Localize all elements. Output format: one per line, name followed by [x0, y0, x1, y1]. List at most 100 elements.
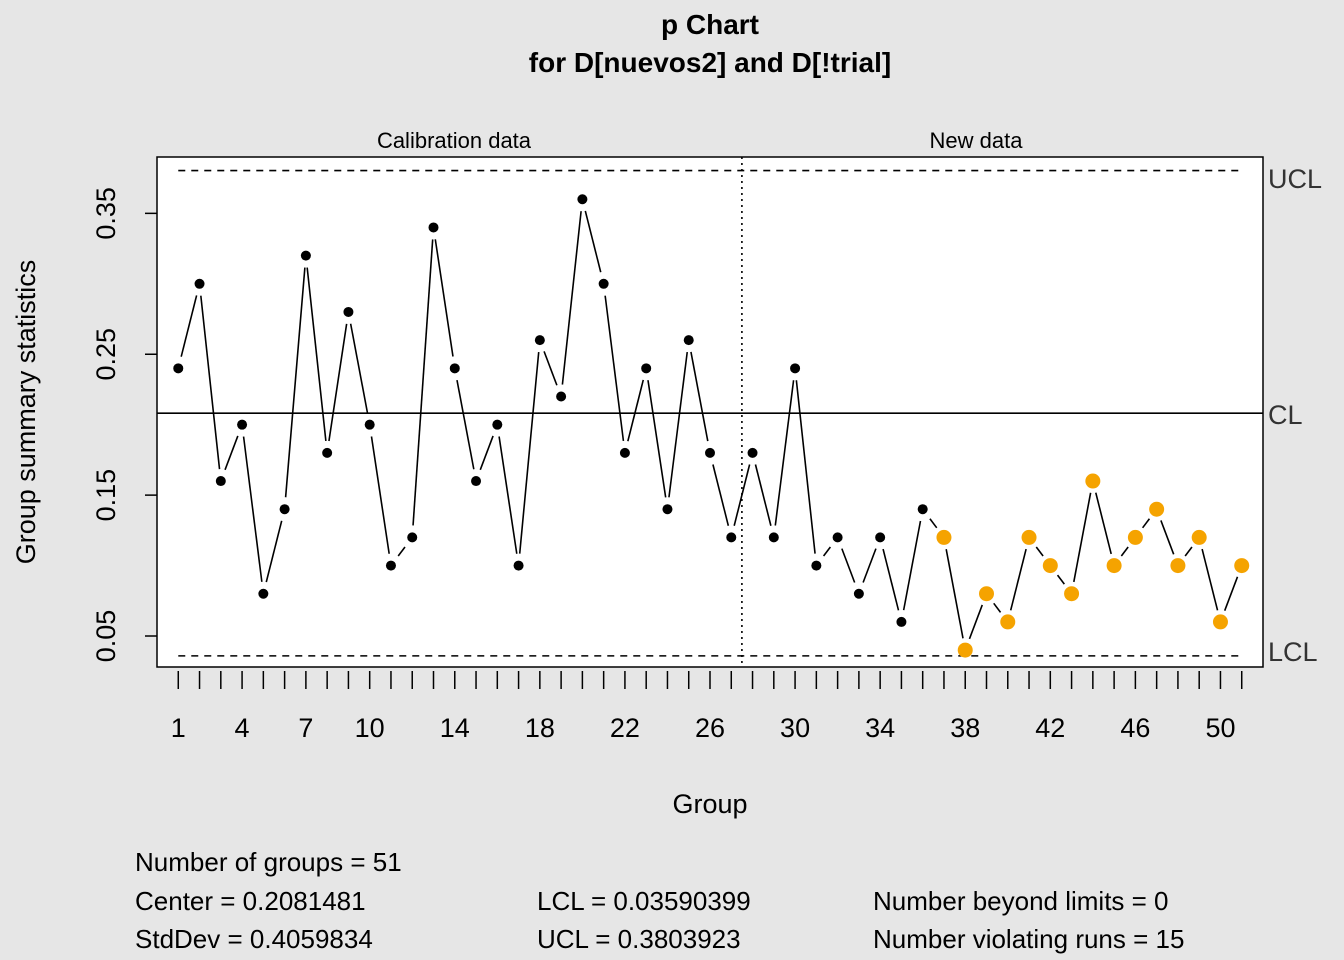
violating-point: [1234, 558, 1250, 574]
series-segment: [929, 518, 938, 529]
stat-violating-runs: Number violating runs = 15: [873, 924, 1184, 954]
data-point: [534, 335, 545, 346]
plot-area: [156, 156, 1264, 668]
new-data-label: New data: [930, 128, 1024, 153]
series-segment: [1035, 546, 1044, 557]
y-tick-label: 0.25: [91, 328, 121, 381]
series-segment: [180, 295, 198, 357]
data-point: [619, 447, 630, 458]
chart-subtitle: for D[nuevos2] and D[!trial]: [529, 47, 891, 78]
data-point: [683, 335, 694, 346]
series-segment: [993, 602, 1002, 613]
series-segment: [224, 435, 239, 471]
x-tick-label: 4: [235, 713, 250, 743]
x-tick-label: 10: [355, 713, 385, 743]
series-segment: [627, 379, 645, 442]
stat-lcl: LCL = 0.03590399: [537, 886, 751, 916]
x-tick-label: 18: [525, 713, 555, 743]
data-point: [471, 476, 482, 487]
data-point: [556, 391, 567, 402]
data-point: [832, 532, 843, 543]
violating-point: [1127, 529, 1143, 545]
series-segment: [1141, 518, 1151, 529]
violating-point: [936, 529, 952, 545]
data-point: [237, 419, 248, 430]
ucl-label: UCL: [1268, 164, 1322, 194]
series-segment: [1009, 548, 1027, 611]
series-segment: [647, 380, 667, 498]
series-segment: [902, 520, 922, 611]
chart-title: p Chart: [661, 9, 759, 40]
stat-stddev: StdDev = 0.4059834: [135, 924, 373, 954]
data-point: [726, 532, 737, 543]
series-segment: [1223, 576, 1239, 611]
data-point: [385, 560, 396, 571]
x-tick-label: 50: [1205, 713, 1235, 743]
series-segment: [306, 267, 327, 442]
data-point: [173, 363, 184, 374]
x-tick-label: 14: [440, 713, 470, 743]
stat-beyond-limits: Number beyond limits = 0: [873, 886, 1169, 916]
series-segment: [370, 436, 390, 554]
series-segment: [284, 267, 306, 498]
series-segment: [968, 604, 984, 640]
violating-point: [1170, 558, 1186, 574]
data-point: [917, 504, 928, 515]
series-segment: [774, 380, 795, 526]
cl-label: CL: [1268, 400, 1303, 430]
data-point: [662, 504, 673, 515]
x-axis: 1 4 7 10 14 18 22 26 30 34 38 42 46 50: [171, 671, 1243, 743]
series-segment: [518, 352, 540, 554]
series-segment: [1184, 546, 1193, 557]
series-segment: [479, 435, 494, 471]
series-segment: [690, 351, 709, 442]
stat-number-of-groups: Number of groups = 51: [135, 847, 402, 877]
x-tick-label: 46: [1120, 713, 1150, 743]
data-point: [790, 363, 801, 374]
x-axis-title: Group: [672, 789, 747, 819]
series-segment: [412, 239, 434, 526]
violating-point: [1042, 558, 1058, 574]
y-axis: 0.05 0.15 0.25 0.35: [91, 187, 157, 662]
x-tick-label: 1: [171, 713, 186, 743]
series-segment: [561, 211, 582, 385]
data-point: [428, 222, 439, 233]
series-segment: [754, 464, 772, 526]
data-point: [492, 419, 503, 430]
series-segment: [1094, 492, 1112, 555]
series-segment: [733, 464, 751, 526]
data-point: [598, 278, 609, 289]
data-point: [279, 504, 290, 515]
series-segment: [841, 548, 856, 583]
data-point: [300, 250, 311, 261]
data-point: [811, 560, 822, 571]
violating-point: [1191, 529, 1207, 545]
y-axis-title: Group summary statistics: [11, 260, 41, 565]
violating-point: [1106, 558, 1122, 574]
control-limits: [157, 157, 1263, 667]
x-tick-label: 7: [298, 713, 313, 743]
violating-point: [1064, 586, 1080, 602]
data-point: [364, 419, 375, 430]
data-point: [853, 588, 864, 599]
series-segment: [328, 323, 348, 442]
series-segment: [1073, 492, 1092, 583]
violating-point: [1212, 614, 1228, 630]
series-segment: [882, 548, 900, 611]
series-segment: [242, 436, 263, 582]
x-tick-label: 38: [950, 713, 980, 743]
data-point: [513, 560, 524, 571]
series-segment: [434, 239, 454, 357]
data-point: [407, 532, 418, 543]
series-lines: [180, 210, 1239, 640]
calibration-label: Calibration data: [377, 128, 532, 153]
x-tick-label: 22: [610, 713, 640, 743]
data-point: [449, 363, 460, 374]
y-tick-label: 0.15: [91, 469, 121, 522]
y-tick-label: 0.35: [91, 187, 121, 240]
data-point: [343, 306, 354, 317]
data-point: [258, 588, 269, 599]
series-segment: [456, 379, 475, 470]
series-segment: [1160, 520, 1175, 555]
series-segment: [668, 351, 689, 498]
